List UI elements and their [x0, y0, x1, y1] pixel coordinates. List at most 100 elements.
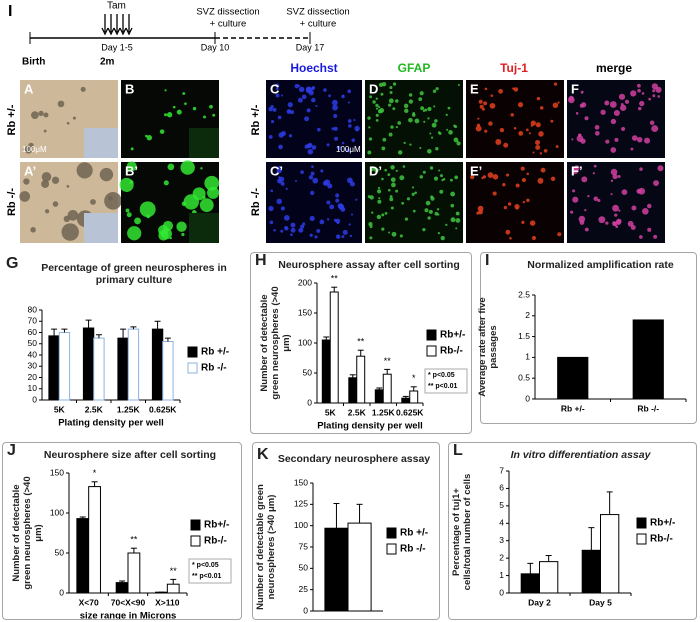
image-blob [44, 209, 50, 214]
error-bar [588, 527, 595, 551]
error-bar [154, 320, 161, 330]
image-blob [372, 100, 376, 104]
image-blob [651, 125, 659, 133]
image-blob [268, 205, 274, 212]
image-blob [422, 228, 426, 232]
image-blob [341, 94, 345, 99]
image-blob [381, 227, 385, 231]
image-blob [311, 165, 314, 169]
micrograph: E [466, 80, 564, 158]
image-blob [557, 101, 560, 104]
legend-swatch [190, 519, 201, 531]
image-blob [277, 115, 282, 120]
image-blob [477, 117, 480, 120]
image-blob [639, 235, 643, 239]
image-blob [347, 89, 352, 94]
image-blob [304, 144, 309, 149]
chart-panel: 0 50 100 150 200 5K ** 2.5K ** 1.25K ** 0.625K * Plat… [250, 252, 472, 434]
image-blob [522, 200, 526, 204]
image-blob [316, 229, 321, 233]
note: ** p<0.01 [428, 383, 457, 390]
image-blob [204, 175, 220, 191]
image-blob [349, 234, 353, 238]
y-tick-label: 3 [499, 535, 504, 545]
y-axis-label: Number of detectable green neurospheres … [255, 484, 277, 610]
y-tick-label: 50 [28, 338, 38, 348]
image-blob [615, 225, 619, 229]
image-blob [305, 86, 312, 93]
image-blob [275, 93, 280, 98]
image-blob [297, 97, 303, 103]
x-tick-label: Rb +/- [561, 403, 585, 413]
image-blob [389, 91, 393, 95]
image-blob [457, 83, 460, 87]
image-blob [76, 162, 93, 179]
image-blob [328, 94, 331, 98]
image-blob [642, 207, 649, 215]
image-blob [302, 222, 306, 226]
error-bar [606, 491, 613, 515]
event-text: SVZ dissection [196, 7, 259, 18]
image-blob [610, 168, 618, 176]
x-tick-label: X<70 [79, 597, 99, 607]
image-background [266, 162, 362, 243]
image-blob [341, 235, 345, 239]
error-bar [51, 328, 58, 336]
image-blob [395, 169, 398, 172]
image-blob [348, 124, 352, 128]
bar [115, 582, 129, 594]
panel-letter: H [255, 252, 267, 269]
image-letter: C [270, 81, 280, 96]
error-bar [119, 580, 126, 583]
panel-letter: I [8, 3, 12, 20]
image-blob [520, 166, 525, 171]
image-blob [594, 124, 600, 130]
image-blob [395, 125, 398, 129]
image-blob [572, 189, 576, 193]
y-axis-label: Number of detectable green neurospheres … [11, 476, 44, 590]
image-blob [406, 197, 411, 201]
image-blob [283, 214, 290, 221]
bar [76, 518, 90, 594]
chart-title: Percentage of green neurospheres in prim… [41, 262, 227, 286]
error-bar [333, 502, 340, 529]
legend-label: Rb -/- [201, 363, 227, 374]
image-blob [275, 83, 280, 88]
image-blob [621, 189, 628, 196]
image-blob [278, 132, 284, 138]
image-blob [184, 102, 187, 105]
image-letter: C’ [270, 163, 283, 178]
chart-panel: 0 10 20 30 40 50 60 70 80 5K 2.5K 1.25K 0.625K Platin… [2, 252, 242, 434]
image-blob [536, 96, 541, 101]
column-header: GFAP [398, 61, 431, 75]
image-blob [129, 180, 134, 185]
error-bar [402, 395, 409, 399]
image-blob [437, 131, 441, 134]
image-blob [652, 94, 656, 98]
image-blob [378, 197, 381, 200]
image-blob [99, 167, 114, 182]
event-day: Day 10 [201, 42, 230, 52]
bar [324, 527, 349, 612]
y-tick-label: 2 [525, 310, 530, 320]
image-blob [333, 113, 338, 119]
image-blob [335, 234, 341, 239]
image-blob [526, 172, 530, 176]
legend-label: Rb +/- [201, 347, 229, 358]
image-blob [571, 138, 574, 141]
image-blob [535, 122, 541, 128]
image-blob [624, 99, 630, 104]
image-blob [503, 205, 508, 210]
image-blob [445, 113, 448, 117]
image-blob [390, 165, 395, 170]
image-blob [631, 135, 638, 141]
legend-swatch [187, 362, 198, 374]
image-background [266, 80, 362, 158]
y-tick-label: 2 [499, 552, 504, 562]
image-blob [389, 197, 394, 202]
bar [409, 390, 419, 404]
image-blob [442, 177, 446, 181]
y-tick-label: 40 [28, 349, 38, 359]
image-blob [435, 147, 439, 151]
image-blob [539, 152, 543, 155]
